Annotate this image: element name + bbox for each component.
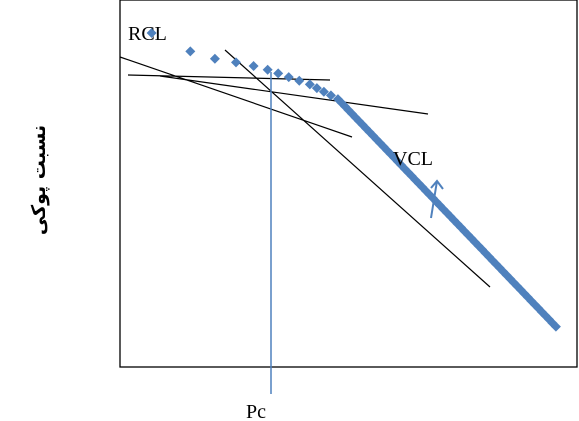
data-point [550,321,561,332]
data-point [283,72,294,83]
vcl-arrow-icon [430,179,444,219]
pc-label: Pc [246,401,266,421]
data-point [248,61,259,72]
vcl-label: VCL [393,148,433,170]
data-point [231,57,242,68]
y-axis-label: نسبت پوکی [28,125,50,235]
data-point [311,83,322,94]
scatter-points [146,28,561,332]
data-point [318,86,329,97]
rcl-line-1 [119,56,353,138]
plot-frame [119,0,578,368]
vcl-line [224,49,491,288]
data-point [325,90,336,101]
data-point [262,64,273,75]
rcl-line-3 [159,75,429,115]
rcl-label: RCL [128,23,167,45]
data-point [185,46,196,57]
data-point [209,53,220,64]
data-point [304,79,315,90]
data-point [146,28,157,39]
data-point [273,68,284,79]
data-point [294,75,305,86]
data-point [480,248,491,259]
